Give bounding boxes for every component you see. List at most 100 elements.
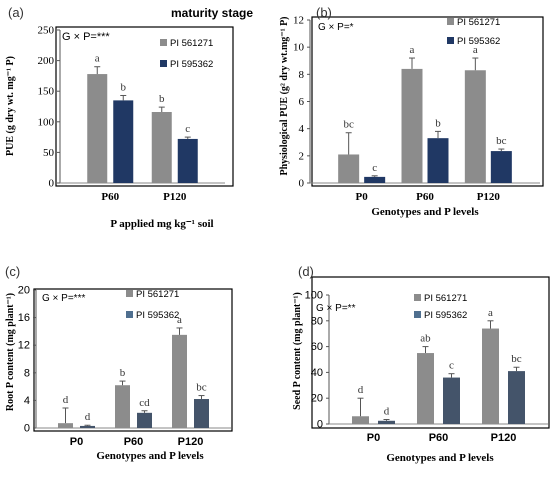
y-axis-label: Seed P content (mg plant⁻¹): [292, 292, 303, 410]
y-tick-label: 4: [299, 123, 305, 135]
y-tick-label: 0: [317, 419, 323, 431]
significance-letter: a: [177, 314, 182, 326]
legend-label: PI 595362: [424, 310, 467, 321]
x-tick-label: P0: [70, 436, 83, 448]
bar: [464, 70, 486, 183]
y-tick-label: 60: [311, 341, 323, 353]
y-tick-label: 8: [299, 69, 305, 81]
bar: [137, 412, 152, 428]
legend-label: PI 561271: [170, 38, 213, 49]
plot-frame: [311, 16, 544, 187]
y-tick-label: 150: [38, 86, 55, 98]
panel-label: (d): [298, 264, 314, 279]
x-tick-label: P0: [367, 432, 380, 444]
significance-letter: b: [435, 117, 441, 129]
legend-label: PI 595362: [170, 59, 213, 70]
significance-letter: a: [95, 53, 100, 65]
y-tick-label: 0: [24, 423, 30, 435]
legend-swatch: [414, 294, 421, 301]
significance-letter: a: [473, 44, 478, 56]
bar: [151, 112, 172, 183]
significance-letter: b: [159, 93, 165, 105]
significance-letter: ab: [420, 333, 431, 345]
x-tick-label: P60: [124, 436, 144, 448]
y-tick-label: 16: [18, 312, 30, 324]
y-tick-label: 100: [38, 116, 55, 128]
bar: [482, 328, 499, 424]
bar: [401, 68, 423, 183]
x-tick-label: P60: [429, 432, 449, 444]
y-axis-label: Root P content (mg plant⁻¹): [5, 293, 16, 411]
significance-letter: d: [85, 411, 91, 423]
legend-label: PI 561271: [424, 293, 467, 304]
bar: [80, 425, 95, 428]
significance-letter: a: [410, 44, 415, 56]
interaction-stat: G × P=***: [42, 293, 85, 304]
x-tick-label: P60: [101, 191, 119, 203]
x-tick-label: P60: [416, 191, 434, 203]
bar: [443, 377, 460, 424]
bar: [508, 371, 525, 424]
significance-letter: d: [384, 405, 390, 417]
legend-label: PI 561271: [457, 17, 500, 28]
significance-letter: bc: [496, 135, 507, 147]
panel-label: (a): [8, 5, 24, 20]
legend-swatch: [160, 39, 167, 46]
plot-frame: [33, 288, 233, 432]
y-tick-label: 80: [311, 315, 323, 327]
x-tick-label: P120: [178, 436, 204, 448]
x-axis-label: Genotypes and P levels: [371, 206, 479, 218]
x-tick-label: P120: [491, 432, 517, 444]
significance-letter: a: [488, 307, 493, 319]
significance-letter: b: [121, 81, 127, 93]
y-tick-label: 2: [299, 150, 305, 162]
bar: [172, 334, 187, 428]
significance-letter: bc: [343, 119, 354, 131]
x-tick-label: P0: [356, 191, 369, 203]
bar: [87, 74, 108, 183]
legend-swatch: [447, 37, 454, 44]
legend-swatch: [414, 311, 421, 318]
y-axis-label: PUE (g dry wt. mg⁻¹ P): [5, 56, 16, 156]
significance-letter: d: [63, 394, 69, 406]
y-tick-label: 6: [299, 96, 305, 108]
bar: [58, 423, 73, 428]
x-tick-label: P120: [477, 191, 501, 203]
bar: [490, 151, 512, 183]
y-tick-label: 8: [24, 367, 30, 379]
bar: [115, 385, 130, 428]
y-tick-label: 10: [293, 42, 305, 54]
legend-swatch: [126, 290, 133, 297]
legend-label: PI 595362: [457, 36, 500, 47]
significance-letter: c: [449, 360, 454, 372]
panel-label: (b): [316, 5, 332, 20]
bar: [352, 416, 369, 424]
bar: [378, 420, 395, 424]
panel-label: (c): [5, 264, 20, 279]
y-tick-label: 12: [293, 15, 304, 27]
significance-letter: b: [120, 367, 126, 379]
x-axis-label: P applied mg kg⁻¹ soil: [110, 218, 213, 230]
significance-letter: d: [358, 384, 364, 396]
significance-letter: cd: [139, 397, 150, 409]
chart-title: maturity stage: [171, 6, 253, 20]
x-tick-label: P120: [163, 191, 187, 203]
bar: [177, 138, 198, 183]
significance-letter: c: [185, 123, 190, 135]
bar: [338, 154, 360, 183]
y-axis-label: Physiological PUE (g² dry wt.mg⁻¹ P): [279, 16, 290, 175]
bar: [427, 138, 449, 183]
x-axis-label: Genotypes and P levels: [96, 450, 204, 462]
y-tick-label: 50: [43, 147, 55, 159]
bar: [364, 176, 386, 183]
x-axis-label: Genotypes and P levels: [386, 452, 494, 464]
legend-label: PI 595362: [136, 310, 179, 321]
y-tick-label: 0: [49, 178, 55, 190]
y-tick-label: 20: [311, 393, 323, 405]
significance-letter: bc: [511, 353, 522, 365]
plot-frame: [55, 26, 234, 187]
y-tick-label: 20: [18, 285, 30, 297]
legend-label: PI 561271: [136, 289, 179, 300]
significance-letter: c: [372, 162, 377, 174]
